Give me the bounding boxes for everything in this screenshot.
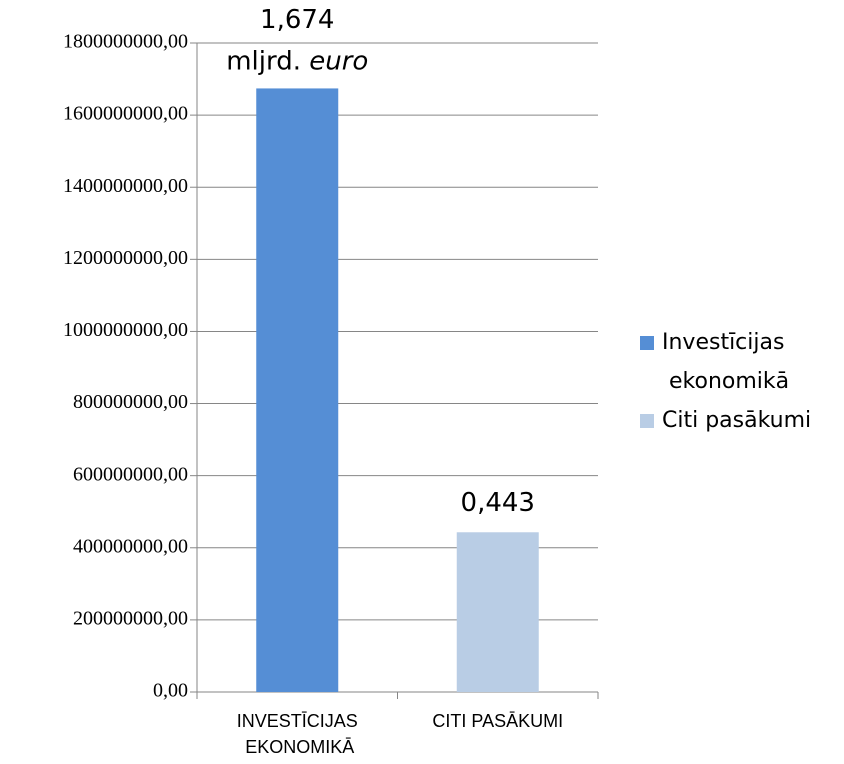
bar [456, 532, 539, 692]
data-label: 1,674 [260, 5, 334, 35]
y-tick-label: 1800000000,00 [63, 31, 188, 53]
x-tick-label: INVESTĪCIJAS EKONOMIKĀ [237, 711, 358, 757]
unit-label: mljrd. euro [226, 46, 368, 76]
legend-label: Investīcijas ekonomikā [662, 330, 789, 394]
x-tick-label: CITI PASĀKUMI [432, 711, 563, 731]
y-tick-label: 1600000000,00 [63, 103, 188, 125]
y-tick-label: 0,00 [153, 680, 188, 702]
legend-label: Citi pasākumi [662, 408, 811, 433]
unit-label-text: euro [309, 46, 368, 76]
unit-label-text: mljrd. [226, 46, 301, 76]
legend-swatch [640, 336, 654, 350]
y-tick-label: 400000000,00 [73, 535, 188, 557]
y-tick-label: 200000000,00 [73, 607, 188, 629]
y-tick-label: 1000000000,00 [63, 319, 188, 341]
y-tick-label: 800000000,00 [73, 391, 188, 413]
y-tick-label: 600000000,00 [73, 463, 188, 485]
y-tick-label: 1400000000,00 [63, 175, 188, 197]
bar [256, 88, 339, 693]
data-label: 0,443 [461, 488, 535, 518]
legend-swatch [640, 414, 654, 428]
y-tick-label: 1200000000,00 [63, 247, 188, 269]
